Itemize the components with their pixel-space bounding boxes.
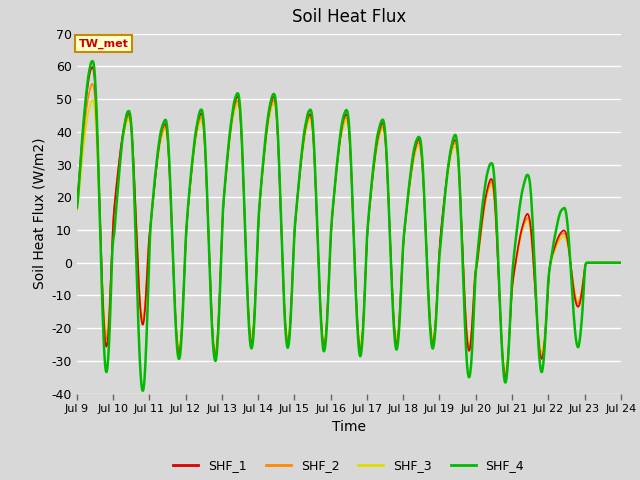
SHF_3 xyxy=(338,132,346,137)
X-axis label: Time: Time xyxy=(332,420,366,433)
SHF_1 xyxy=(602,260,609,265)
SHF_1 xyxy=(602,260,609,265)
SHF_1 xyxy=(101,334,109,340)
SHF_1 xyxy=(323,313,331,319)
SHF_1 xyxy=(338,126,346,132)
SHF_4 xyxy=(88,58,96,64)
Y-axis label: Soil Heat Flux (W/m2): Soil Heat Flux (W/m2) xyxy=(32,138,46,289)
SHF_4 xyxy=(101,358,109,364)
SHF_2 xyxy=(88,81,96,86)
SHF_4 xyxy=(324,312,332,318)
SHF_2 xyxy=(617,260,625,265)
SHF_1 xyxy=(73,196,81,202)
SHF_4 xyxy=(602,260,609,265)
Legend: SHF_1, SHF_2, SHF_3, SHF_4: SHF_1, SHF_2, SHF_3, SHF_4 xyxy=(168,455,529,477)
SHF_1 xyxy=(617,260,625,265)
SHF_2 xyxy=(338,129,346,134)
SHF_2 xyxy=(73,201,81,207)
Line: SHF_2: SHF_2 xyxy=(77,84,621,374)
Line: SHF_3: SHF_3 xyxy=(77,100,621,371)
SHF_2 xyxy=(602,260,609,265)
SHF_2 xyxy=(602,260,609,265)
Text: TW_met: TW_met xyxy=(79,39,129,49)
SHF_3 xyxy=(602,260,609,265)
SHF_4 xyxy=(617,260,625,265)
SHF_4 xyxy=(602,260,609,265)
SHF_3 xyxy=(89,97,97,103)
SHF_4 xyxy=(139,388,147,394)
SHF_3 xyxy=(502,368,509,374)
SHF_2 xyxy=(502,371,509,377)
SHF_2 xyxy=(323,312,331,317)
Title: Soil Heat Flux: Soil Heat Flux xyxy=(292,9,406,26)
SHF_4 xyxy=(502,379,509,385)
SHF_1 xyxy=(88,64,96,70)
SHF_3 xyxy=(101,323,109,329)
SHF_2 xyxy=(101,328,109,334)
SHF_3 xyxy=(502,368,509,373)
SHF_3 xyxy=(617,260,625,265)
SHF_1 xyxy=(502,374,509,380)
SHF_4 xyxy=(338,121,346,127)
SHF_3 xyxy=(73,208,81,214)
SHF_1 xyxy=(502,374,509,380)
SHF_4 xyxy=(73,205,81,211)
SHF_3 xyxy=(323,310,331,315)
SHF_2 xyxy=(502,371,509,377)
Line: SHF_4: SHF_4 xyxy=(77,61,621,391)
Line: SHF_1: SHF_1 xyxy=(77,67,621,377)
SHF_3 xyxy=(602,260,609,265)
